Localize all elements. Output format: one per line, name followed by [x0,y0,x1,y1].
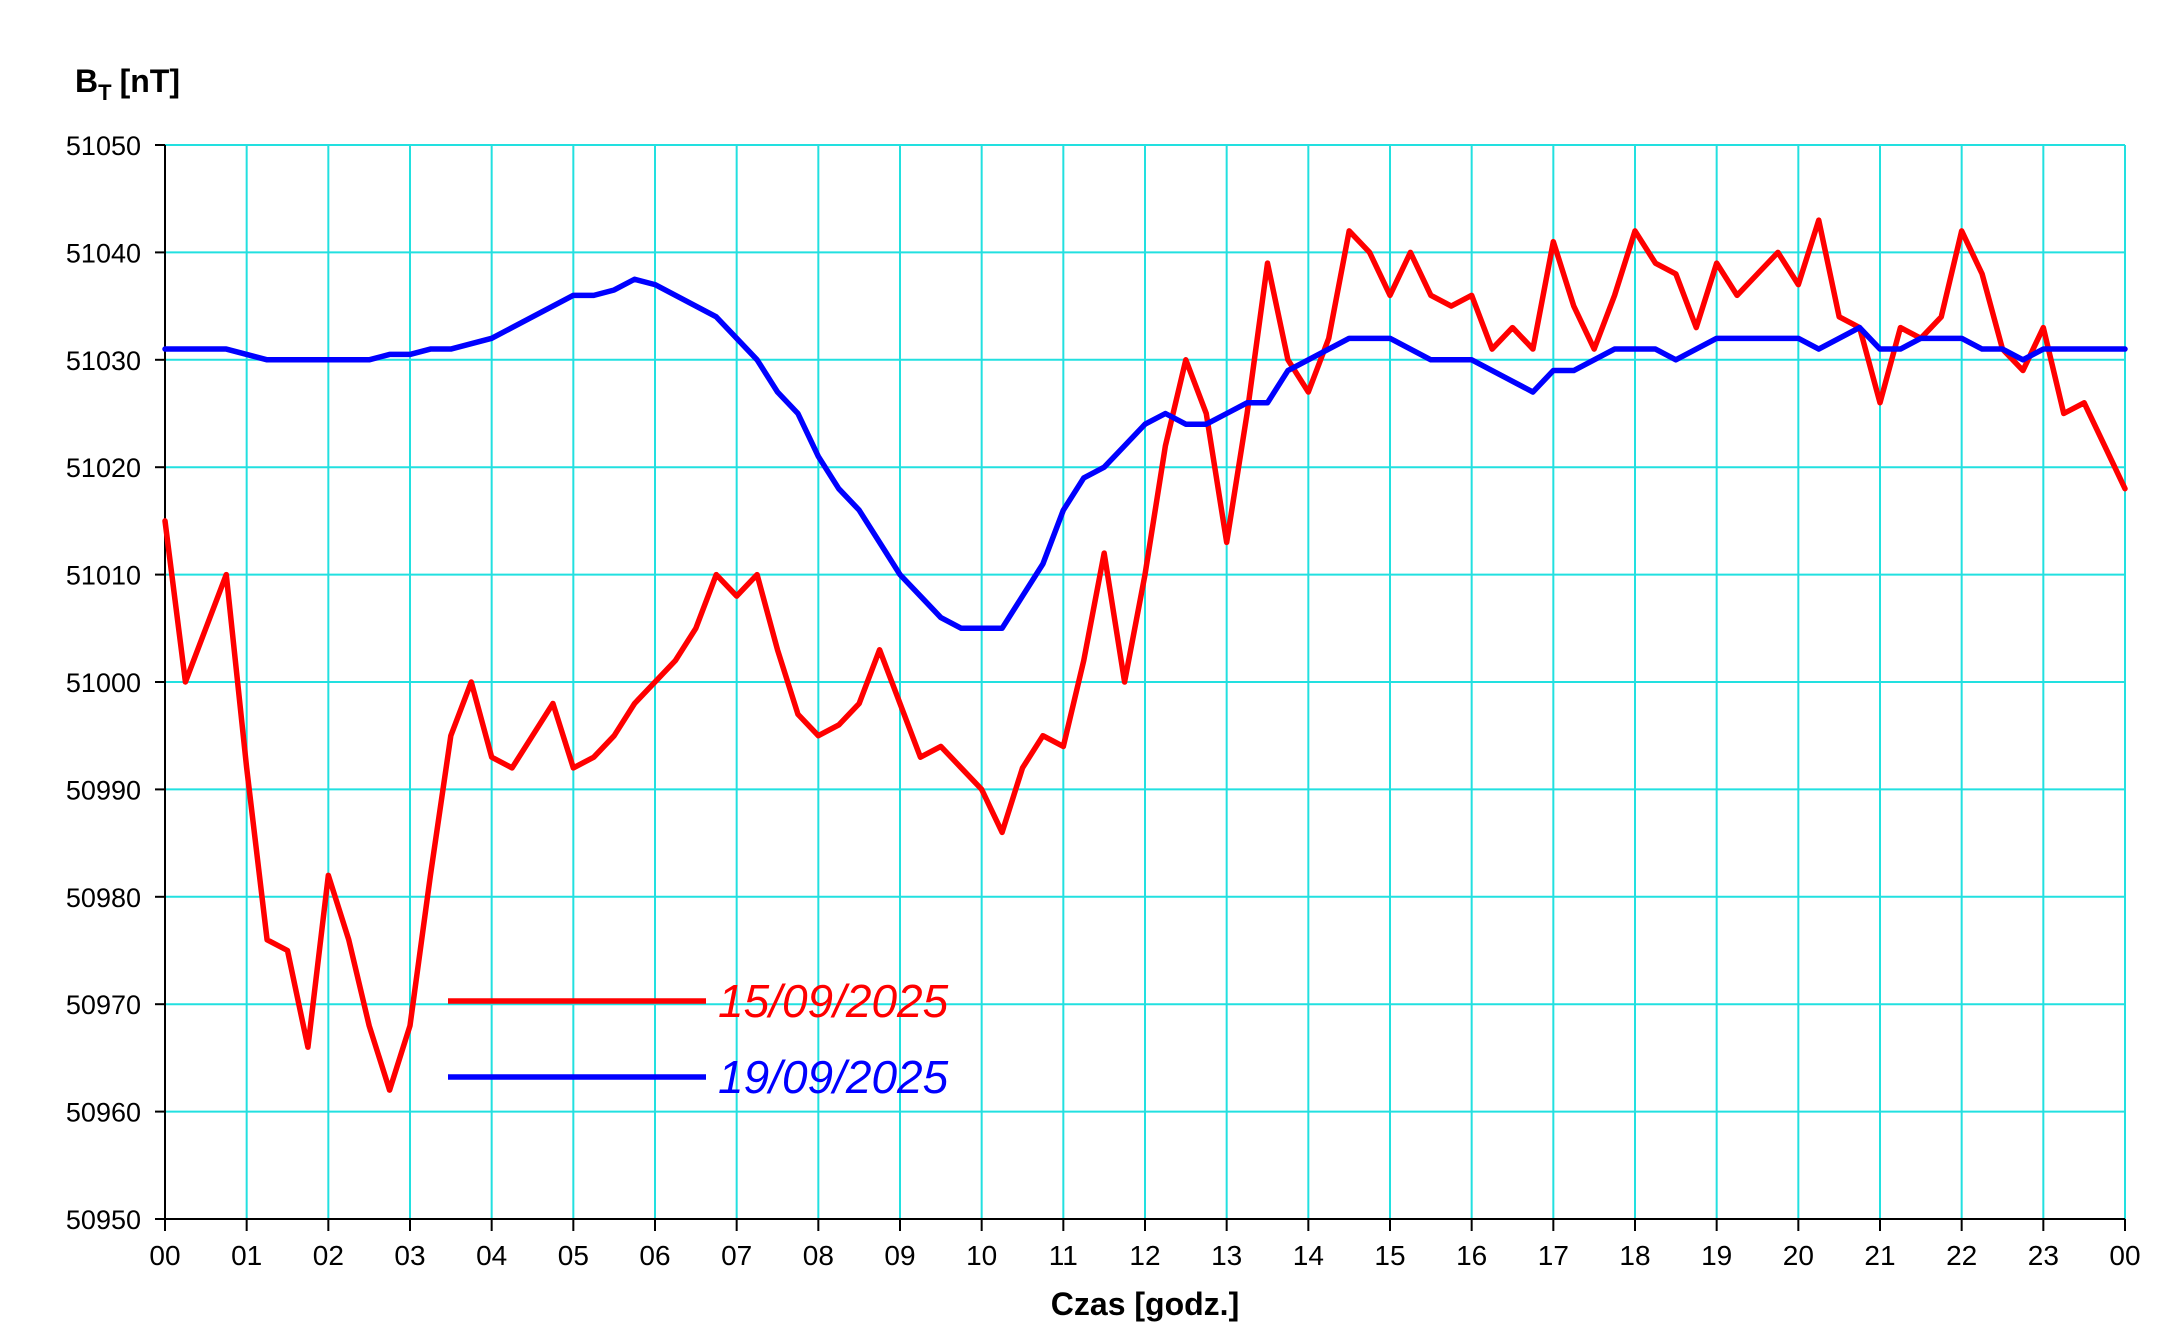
x-tick-label: 20 [1783,1240,1814,1271]
x-tick-label: 07 [721,1240,752,1271]
y-tick-label: 50960 [66,1098,141,1128]
x-tick-label: 21 [1864,1240,1895,1271]
y-tick-label: 50950 [66,1205,141,1235]
x-tick-label: 06 [639,1240,670,1271]
series-line [162,276,2128,632]
x-tick-label: 11 [1049,1240,1078,1271]
x-tick-label: 16 [1456,1240,1487,1271]
series-line [162,217,2128,1093]
x-tick-label: 02 [313,1240,344,1271]
x-tick-label: 09 [884,1240,915,1271]
y-tick-label: 51000 [66,668,141,698]
x-tick-label: 03 [394,1240,425,1271]
x-tick-label: 05 [558,1240,589,1271]
y-label-main: B [75,63,98,99]
grid [164,144,2126,1220]
x-tick-label: 14 [1293,1240,1324,1271]
x-tick-label: 23 [2028,1240,2059,1271]
x-axis-label: Czas [godz.] [1051,1286,1239,1322]
x-tick-label: 13 [1211,1240,1242,1271]
x-tick-label: 00 [149,1240,180,1271]
x-tick-label: 04 [476,1240,507,1271]
y-tick-label: 50990 [66,775,141,805]
y-tick-label: 51040 [66,238,141,268]
y-tick-label: 50970 [66,990,141,1020]
x-tick-label: 00 [2109,1240,2140,1271]
x-tick-label: 12 [1129,1240,1160,1271]
y-tick-label: 51010 [66,561,141,591]
x-tick-label: 18 [1619,1240,1650,1271]
y-label-subscript: T [98,80,112,105]
y-tick-label: 51030 [66,346,141,376]
y-tick-label: 51050 [66,131,141,161]
x-tick-label: 17 [1538,1240,1569,1271]
x-tick-label: 15 [1374,1240,1405,1271]
x-tick-label: 08 [803,1240,834,1271]
x-tick-label: 19 [1701,1240,1732,1271]
x-tick-label: 22 [1946,1240,1977,1271]
x-tick-label: 10 [966,1240,997,1271]
y-tick-label: 51020 [66,453,141,483]
legend-label: 19/09/2025 [718,1051,949,1103]
legend-label: 15/09/2025 [718,975,949,1027]
y-tick-label: 50980 [66,883,141,913]
y-label-unit: [nT] [120,63,180,99]
x-tick-label: 01 [231,1240,262,1271]
y-axis-label: BT [nT] [75,63,180,105]
